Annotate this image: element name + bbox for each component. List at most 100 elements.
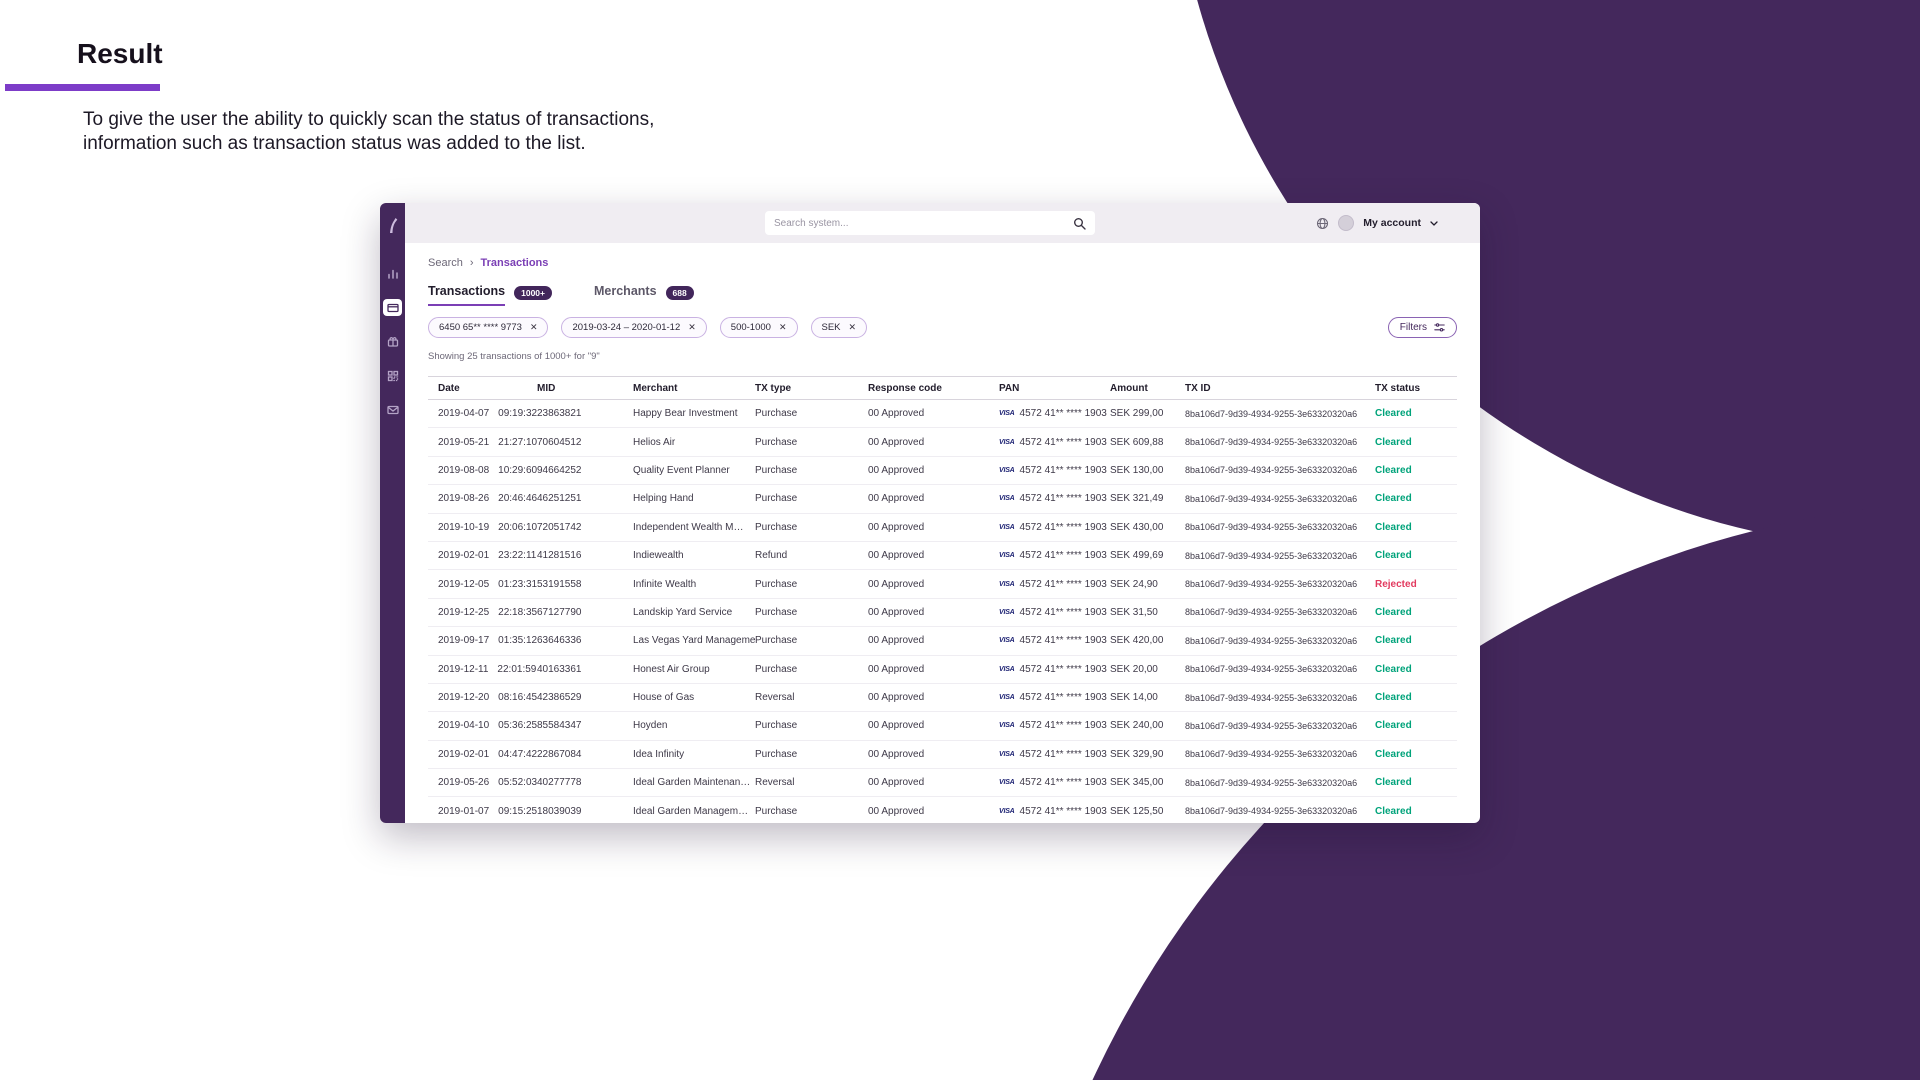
sidebar-item-messages[interactable]	[383, 401, 402, 418]
cell-amount: SEK 499,69	[1110, 550, 1164, 562]
filter-chip[interactable]: SEK ✕	[810, 317, 868, 338]
cell-date: 2019-12-05 01:23:31	[438, 578, 537, 590]
status-badge: Cleared	[1375, 748, 1412, 760]
cell-tx-type: Purchase	[755, 521, 798, 533]
visa-logo-icon: VISA	[999, 779, 1015, 787]
table-row[interactable]: 2019-08-26 20:46:46 46251251 Helping Hand Pu…	[428, 485, 1457, 514]
column-header[interactable]: TX ID	[1185, 382, 1211, 394]
chip-close-icon[interactable]: ✕	[848, 322, 857, 332]
globe-icon[interactable]	[1316, 217, 1329, 230]
search-input[interactable]	[774, 217, 1073, 229]
cell-response-code: 00 Approved	[868, 777, 925, 789]
table-row[interactable]: 2019-12-05 01:23:31 53191558 Infinite Wealt…	[428, 570, 1457, 599]
giraffe-logo-icon[interactable]	[386, 217, 399, 233]
cell-amount: SEK 609,88	[1110, 436, 1164, 448]
cell-merchant: Happy Bear Investment	[633, 408, 738, 420]
cell-mid: 53191558	[537, 578, 582, 590]
table-row[interactable]: 2019-10-19 20:06:10 72051742 Independent We…	[428, 514, 1457, 542]
tab-transactions-label: Transactions	[428, 284, 506, 306]
table-row[interactable]: 2019-12-11 22:01:59 40163361 Honest Air Gro…	[428, 656, 1457, 684]
cell-pan: VISA 4572 41** **** 1903	[999, 805, 1107, 817]
cell-tx-type: Purchase	[755, 635, 798, 647]
cell-response-code: 00 Approved	[868, 408, 925, 420]
table-row[interactable]: 2019-12-25 22:18:35 67127790 Landskip Yard …	[428, 599, 1457, 628]
cell-pan: VISA 4572 41** **** 1903	[999, 692, 1107, 704]
cell-date: 2019-12-11 22:01:59	[438, 663, 537, 675]
cell-tx-type: Reversal	[755, 692, 795, 704]
column-header[interactable]: MID	[537, 382, 556, 394]
search-icon[interactable]	[1073, 217, 1086, 230]
cell-tx-id: 8ba106d7-9d39-4934-9255-3e63320320a6	[1185, 806, 1358, 817]
qr-icon	[387, 370, 398, 381]
cell-tx-id: 8ba106d7-9d39-4934-9255-3e63320320a6	[1185, 607, 1358, 618]
cell-tx-id: 8ba106d7-9d39-4934-9255-3e63320320a6	[1185, 635, 1358, 646]
filter-chip[interactable]: 2019-03-24 – 2020-01-12 ✕	[561, 317, 707, 338]
column-header[interactable]: Response code	[868, 382, 942, 394]
table-row[interactable]: 2019-05-21 21:27:10 70604512 Helios Air Purc…	[428, 428, 1457, 457]
column-header[interactable]: Date	[438, 382, 460, 394]
chevron-down-icon[interactable]	[1430, 220, 1438, 226]
cell-amount: SEK 31,50	[1110, 606, 1158, 618]
account-menu-label[interactable]: My account	[1363, 217, 1421, 229]
cell-amount: SEK 420,00	[1110, 635, 1164, 647]
table-row[interactable]: 2019-02-01 23:22:11 41281516 Indiewealth Ref…	[428, 542, 1457, 571]
cell-mid: 46251251	[537, 493, 582, 505]
cell-pan: VISA 4572 41** **** 1903	[999, 777, 1107, 789]
table-row[interactable]: 2019-05-26 05:52:03 40277778 Ideal Garden M…	[428, 769, 1457, 798]
credit-card-icon	[386, 303, 399, 312]
cell-response-code: 00 Approved	[868, 521, 925, 533]
cell-mid: 67127790	[537, 606, 582, 618]
title-underline	[5, 84, 160, 91]
filter-chip[interactable]: 6450 65** **** 9773 ✕	[428, 317, 549, 338]
cell-tx-type: Purchase	[755, 720, 798, 732]
chip-close-icon[interactable]: ✕	[778, 322, 787, 332]
column-header[interactable]: TX type	[755, 382, 792, 394]
filter-chip[interactable]: 500-1000 ✕	[719, 317, 798, 338]
table-row[interactable]: 2019-04-10 05:36:25 85584347 Hoyden Purchase…	[428, 712, 1457, 741]
chip-close-icon[interactable]: ✕	[688, 322, 696, 332]
table-row[interactable]: 2019-12-20 08:16:45 42386529 House of Gas Re…	[428, 684, 1457, 713]
breadcrumb-item-transactions[interactable]: Transactions	[480, 257, 549, 269]
cell-tx-id: 8ba106d7-9d39-4934-9255-3e63320320a6	[1185, 749, 1358, 760]
app-main: My account Search › Transactions Transac…	[405, 203, 1480, 823]
bar-chart-icon	[387, 269, 398, 279]
table-header-row: Date MID Merchant TX type Response code PAN Am…	[428, 376, 1457, 400]
breadcrumb-item-search[interactable]: Search	[428, 257, 463, 269]
column-header[interactable]: TX status	[1375, 382, 1421, 394]
table-row[interactable]: 2019-09-17 01:35:12 63646336 Las Vegas Yard…	[428, 627, 1457, 656]
column-header[interactable]: PAN	[999, 382, 1020, 394]
filter-chips-row: 6450 65** **** 9773 ✕ 2019-03-24 – 2020-01…	[428, 317, 1457, 338]
chip-close-icon[interactable]: ✕	[529, 322, 538, 332]
cell-merchant: Ideal Garden Managem…	[633, 805, 749, 817]
status-badge: Cleared	[1375, 777, 1412, 789]
cell-tx-type: Purchase	[755, 493, 798, 505]
column-header[interactable]: Amount	[1110, 382, 1148, 394]
avatar[interactable]	[1338, 215, 1355, 231]
table-row[interactable]: 2019-01-07 09:15:25 18039039 Ideal Garden M…	[428, 797, 1457, 823]
status-badge: Cleared	[1375, 692, 1412, 704]
cell-merchant: Indiewealth	[633, 550, 684, 562]
cell-tx-type: Refund	[755, 550, 788, 562]
tab-transactions[interactable]: Transactions 1000+	[428, 284, 552, 306]
sidebar-item-products[interactable]	[383, 333, 402, 350]
column-header[interactable]: Merchant	[633, 382, 678, 394]
search-box[interactable]	[765, 211, 1095, 235]
sidebar-item-transactions[interactable]	[383, 299, 402, 316]
filters-button[interactable]: Filters	[1387, 317, 1457, 338]
status-badge: Cleared	[1375, 493, 1412, 505]
table-row[interactable]: 2019-04-07 09:19:32 23863821 Happy Bear Inv…	[428, 400, 1457, 429]
table-row[interactable]: 2019-02-01 04:47:42 22867084 Idea Infinity P…	[428, 741, 1457, 770]
tab-merchants[interactable]: Merchants 688	[594, 284, 694, 306]
cell-tx-type: Purchase	[755, 663, 798, 675]
visa-logo-icon: VISA	[999, 495, 1015, 503]
transactions-table: Date MID Merchant TX type Response code PAN Am…	[428, 376, 1457, 823]
cell-response-code: 00 Approved	[868, 692, 925, 704]
table-row[interactable]: 2019-08-08 10:29:60 94664252 Quality Event …	[428, 457, 1457, 486]
cell-mid: 42386529	[537, 692, 582, 704]
filters-button-label: Filters	[1399, 322, 1427, 333]
sidebar-item-terminals[interactable]	[383, 367, 402, 384]
sidebar-item-analytics[interactable]	[383, 265, 402, 282]
cell-pan: VISA 4572 41** **** 1903	[999, 578, 1107, 590]
cell-tx-id: 8ba106d7-9d39-4934-9255-3e63320320a6	[1185, 664, 1358, 675]
cell-merchant: Ideal Garden Maintenan…	[633, 777, 751, 789]
